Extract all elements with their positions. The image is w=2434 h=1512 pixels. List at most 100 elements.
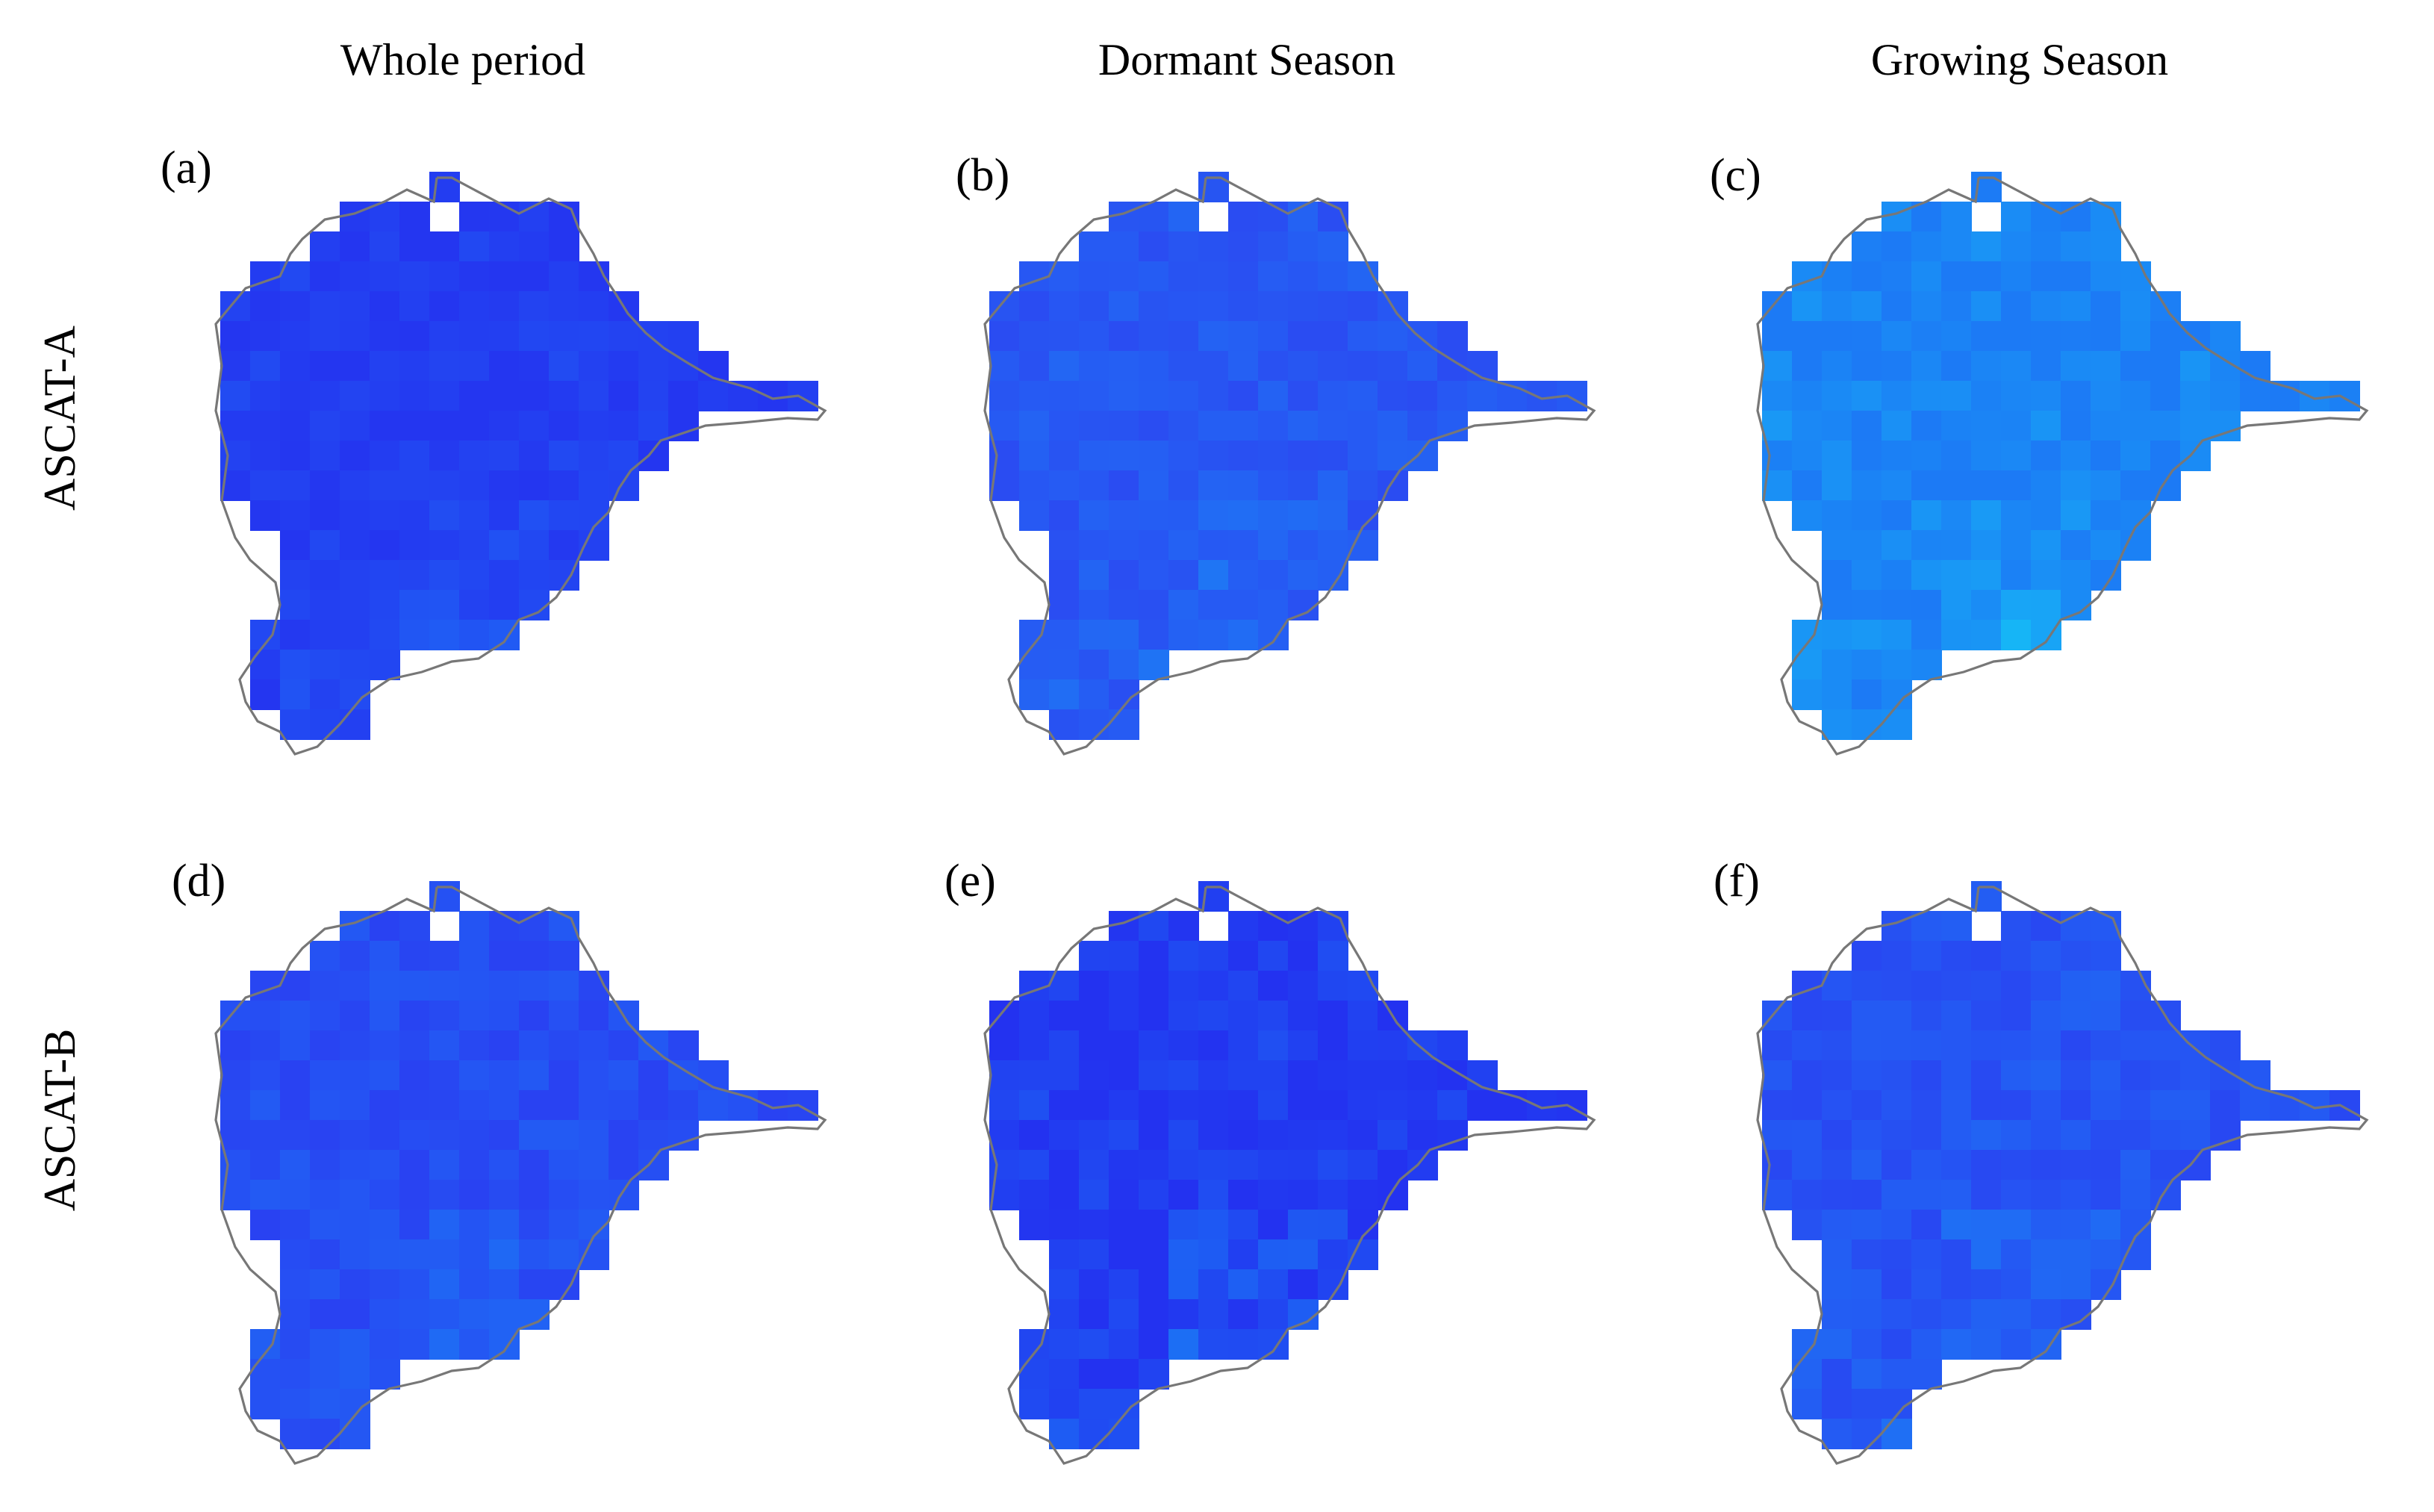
map-cell [429,1090,460,1121]
map-cell [519,560,550,591]
map-cell [2150,470,2181,501]
map-cell [1049,291,1080,322]
map-cell [1228,1329,1259,1360]
map-cell [519,1239,550,1270]
map-cell [1049,441,1080,471]
map-cell [399,620,430,650]
map-cell [1318,1030,1348,1061]
map-cell [370,1150,400,1180]
map-cell [1822,1299,1852,1330]
map-cell [399,590,430,620]
map-cell [579,1090,609,1121]
map-cell [1079,1299,1109,1330]
map-cell [1971,1239,2002,1270]
map-cell [608,321,639,352]
map-cell [340,1180,370,1210]
map-cell [549,1030,579,1061]
map-cell [1348,1180,1378,1210]
map-cell [429,1030,460,1061]
map-cell [370,1269,400,1300]
map-cell [399,1239,430,1270]
map-cell [1971,1269,2002,1300]
panel-label-d: (d) [172,856,226,906]
map-cell [2240,1090,2270,1121]
map-cell [1792,1030,1823,1061]
map-cell [1852,560,1882,591]
map-cell [1941,1120,1972,1151]
map-cell [1911,1269,1942,1300]
map-cell [608,470,639,501]
map-cell [429,1269,460,1300]
map-cell [399,351,430,382]
map-cell [1911,530,1942,561]
map-cell [220,1060,251,1091]
map-cell [1792,351,1823,382]
map-cell [1881,1329,1912,1360]
map-cell [1822,1120,1852,1151]
map-cell [1378,351,1408,382]
map-cell [370,941,400,971]
map-cell [370,381,400,411]
map-cell [1198,971,1229,1001]
map-cell [1139,1180,1169,1210]
map-cell [1941,1030,1972,1061]
map-cell [1852,291,1882,322]
map-cell [1049,620,1080,650]
map-cell [310,1239,340,1270]
map-cell [340,1030,370,1061]
map-cell [1378,321,1408,352]
map-cell [1881,1210,1912,1240]
map-cell [1258,1210,1289,1240]
map-cell [1941,1150,1972,1180]
map-cell [1019,441,1050,471]
map-cell [1822,321,1852,352]
map-cell [489,941,520,971]
map-cell [1881,441,1912,471]
map-cell [1822,620,1852,650]
map-cell [399,202,430,232]
map-cell [1822,1030,1852,1061]
map-cell [638,1120,669,1151]
map-cell [459,261,490,292]
map-cell [370,650,400,680]
map-cell [1941,500,1972,531]
map-cell [1109,1060,1139,1091]
watershed-boundary [983,886,1596,1465]
map-cell [1079,351,1109,382]
map-cell [2180,1090,2211,1121]
map-cell [1792,1001,1823,1031]
map-cell [1168,1001,1199,1031]
map-cell [549,530,579,561]
map-cell [1288,971,1319,1001]
map-cell [608,381,639,411]
map-cell [2091,1090,2121,1121]
map-cell [1288,1299,1319,1330]
map-cell [399,1060,430,1091]
map-cell [1049,560,1080,591]
map-cell [1139,1269,1169,1300]
map-cell [1019,650,1050,680]
map-cell [2120,1001,2151,1031]
map-cell [1258,1090,1289,1121]
map-cell [1288,941,1319,971]
map-cell [1288,1239,1319,1270]
map-cell [489,1299,520,1330]
map-cell [429,620,460,650]
map-cell [1971,1180,2002,1210]
map-cell [2001,620,2032,650]
map-cell [1822,1239,1852,1270]
map-cell [1288,1210,1319,1240]
map-cell [1467,381,1498,411]
map-cell [1049,1120,1080,1151]
map-cell [1109,971,1139,1001]
map-cell [1971,620,2002,650]
map-cell [1198,1180,1229,1210]
map-cell [1079,1150,1109,1180]
map-cell [429,411,460,441]
map-cell [1019,1030,1050,1061]
map-cell [459,411,490,441]
map-cell [638,381,669,411]
map-cell [429,971,460,1001]
map-cell [1318,971,1348,1001]
map-cell [1792,441,1823,471]
